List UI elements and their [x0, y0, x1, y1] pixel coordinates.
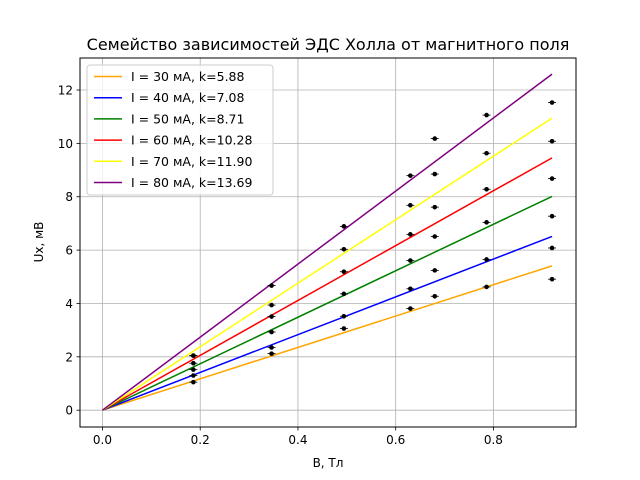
- data-point: [484, 220, 489, 225]
- x-axis-ticks: 0.0 0.2 0.4 0.6 0.8: [93, 427, 503, 447]
- data-point: [484, 150, 489, 156]
- data-point: [191, 379, 196, 385]
- fit-line-6: [102, 73, 553, 411]
- y-tick-label: 6: [65, 244, 73, 258]
- data-point: [549, 176, 555, 181]
- y-tick-label: 10: [58, 137, 73, 151]
- data-point: [341, 313, 347, 319]
- data-point: [341, 247, 347, 252]
- data-point: [484, 257, 489, 262]
- x-axis-label: B, Тл: [313, 456, 344, 470]
- data-point: [549, 100, 555, 105]
- data-point: [549, 138, 555, 144]
- data-point: [484, 186, 489, 192]
- y-tick-label: 0: [65, 404, 73, 418]
- x-tick-label: 0.0: [93, 433, 112, 447]
- fit-lines: [102, 73, 553, 411]
- fit-line-5: [102, 117, 553, 411]
- data-point: [269, 345, 274, 350]
- legend-frame: [86, 64, 274, 196]
- data-point: [269, 302, 274, 308]
- legend-entry: I = 30 мА, k=5.88: [131, 69, 245, 84]
- data-point: [432, 234, 438, 239]
- plot-frame: [79, 57, 577, 428]
- data-point: [484, 284, 489, 290]
- data-point: [549, 276, 555, 282]
- x-tick-label: 0.4: [288, 433, 307, 447]
- x-tick-label: 0.6: [386, 433, 405, 447]
- fit-line-2: [102, 235, 553, 411]
- y-tick-label: 4: [65, 297, 73, 311]
- fit-line-1: [102, 265, 553, 411]
- y-axis-label: Ux, мВ: [32, 222, 46, 263]
- data-point: [408, 173, 413, 178]
- data-point: [432, 136, 438, 141]
- legend-entry: I = 60 мА, k=10.28: [131, 133, 252, 148]
- legend-entry: I = 80 мА, k=13.69: [131, 175, 252, 190]
- data-point: [432, 293, 438, 299]
- data-point: [269, 329, 274, 335]
- x-tick-label: 0.2: [191, 433, 210, 447]
- data-point: [269, 351, 274, 356]
- data-point: [549, 213, 555, 219]
- data-point: [432, 171, 438, 177]
- data-point: [269, 283, 274, 288]
- data-point: [408, 232, 413, 237]
- data-point: [341, 224, 347, 229]
- fit-line-3: [102, 195, 553, 411]
- data-point: [341, 269, 347, 275]
- data-point: [341, 291, 347, 297]
- y-tick-label: 8: [65, 190, 73, 204]
- x-tick-label: 0.8: [484, 433, 503, 447]
- data-point: [432, 268, 438, 273]
- data-point: [191, 360, 196, 366]
- data-point: [191, 367, 196, 372]
- y-axis-ticks: 0 2 4 6 8 10 12: [58, 84, 80, 418]
- legend-entry: I = 50 мА, k=8.71: [131, 111, 244, 126]
- y-tick-label: 12: [58, 84, 73, 98]
- data-point: [408, 202, 413, 208]
- data-point: [408, 306, 413, 311]
- data-point: [549, 245, 555, 251]
- data-point: [484, 112, 489, 118]
- data-point: [408, 286, 413, 292]
- y-tick-label: 2: [65, 350, 73, 364]
- data-point: [408, 258, 413, 263]
- measurement-points: [189, 100, 557, 385]
- data-point: [432, 204, 438, 210]
- chart-title: Семейство зависимостей ЭДС Холла от магн…: [87, 35, 570, 54]
- legend-entry: I = 40 мА, k=7.08: [131, 90, 245, 105]
- data-point: [341, 326, 347, 331]
- legend-entry: I = 70 мА, k=11.90: [131, 154, 252, 169]
- data-point: [191, 353, 196, 358]
- data-point: [269, 314, 274, 319]
- legend: I = 30 мА, k=5.88 I = 40 мА, k=7.08 I = 50…: [86, 64, 274, 196]
- data-point: [191, 373, 196, 378]
- fit-line-4: [102, 157, 553, 411]
